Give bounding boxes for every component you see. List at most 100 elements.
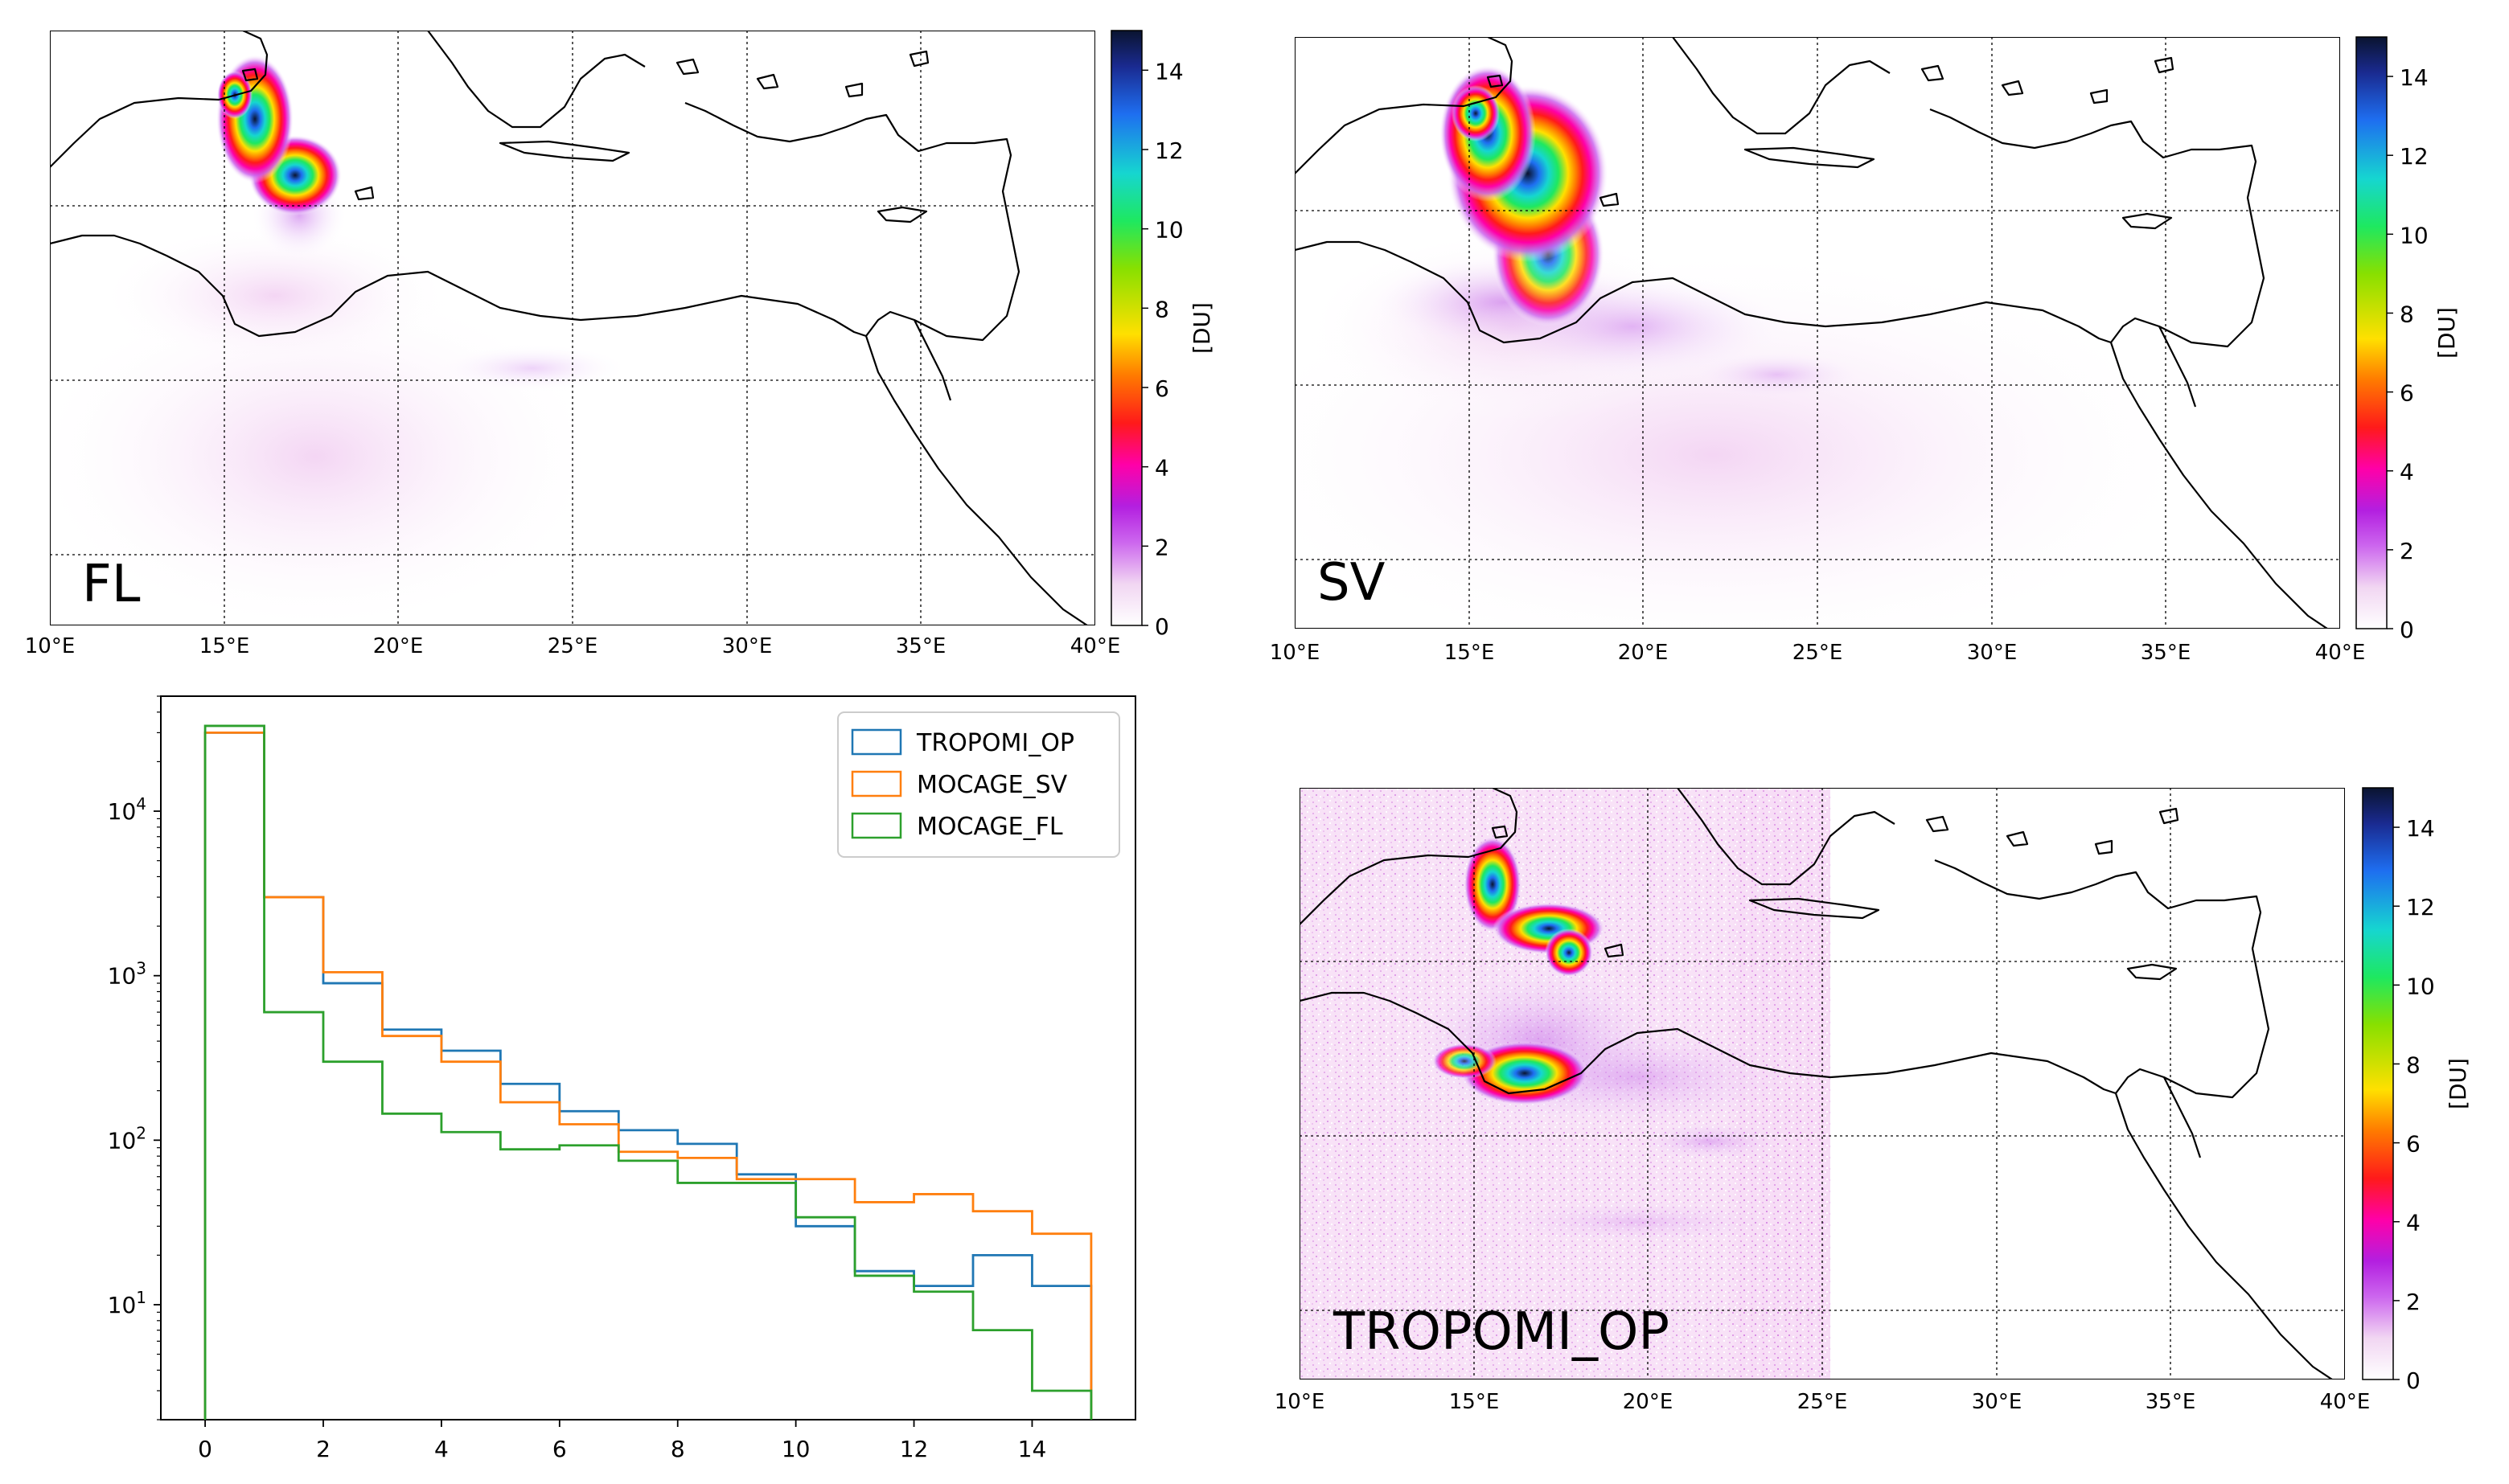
legend-swatch (851, 770, 902, 797)
map-plot-area-fl (50, 31, 1095, 625)
colorbar-tick-label: 8 (1155, 296, 1169, 322)
x-tick-label: 20°E (1623, 1390, 1673, 1414)
legend-label: MOCAGE_FL (917, 813, 1063, 841)
panel-label-sv: SV (1317, 553, 1386, 613)
x-tick-label: 40°E (1070, 634, 1121, 658)
map-panel-tropomi-op: TROPOMI_OP 10°E 15°E 20°E 25°E 30°E 35°E… (1275, 787, 2471, 1414)
colorbar-tick-label: 2 (1155, 534, 1169, 560)
x-tick-label: 40°E (2315, 641, 2366, 665)
colorbar-tick-label: 14 (2406, 815, 2435, 842)
x-tick-label: 10°E (25, 634, 76, 658)
legend-label: TROPOMI_OP (916, 729, 1074, 757)
map-plot-area-sv (1295, 37, 2340, 629)
x-tick-label: 35°E (2146, 1390, 2196, 1414)
x-tick-label: 14 (1018, 1436, 1047, 1462)
x-tick-label: 10 (782, 1436, 811, 1462)
colorbar-label: [DU] (2445, 1058, 2471, 1109)
colorbar-gradient (2362, 787, 2394, 1380)
x-tick-label: 25°E (1792, 641, 1843, 665)
colorbar-tropomi-op: 0 2 4 6 8 10 12 14 [DU] (2362, 787, 2471, 1394)
colorbar-tick-label: 2 (2400, 538, 2414, 564)
plume-tropomi-1 (1464, 836, 1521, 933)
colorbar-tick-label: 4 (2400, 459, 2414, 486)
x-tick-label: 30°E (722, 634, 773, 658)
colorbar-tick-label: 8 (2406, 1052, 2421, 1078)
colorbar-tick-label: 0 (2400, 617, 2414, 643)
x-tick-label: 10°E (1275, 1390, 1325, 1414)
map-panel-sv: SV 10°E 15°E 20°E 25°E 30°E 35°E 40°E 0 2… (1270, 36, 2460, 665)
colorbar-ticks: 0 2 4 6 8 10 12 14 (1142, 58, 1184, 640)
histogram-x-ticks: 0 2 4 6 8 10 12 14 (198, 1420, 1046, 1462)
legend: TROPOMI_OP MOCAGE_SV MOCAGE_FL (837, 711, 1120, 858)
x-tick-label: 35°E (896, 634, 947, 658)
legend-entry-tropomi-op: TROPOMI_OP (851, 728, 1074, 757)
colorbar-ticks: 0 2 4 6 8 10 12 14 (2387, 64, 2429, 643)
panel-label-fl: FL (82, 555, 141, 614)
legend-swatch (851, 728, 902, 756)
x-tick-label: 20°E (1618, 641, 1669, 665)
colorbar-tick-label: 6 (2400, 380, 2414, 407)
colorbar-tick-label: 12 (2406, 894, 2435, 920)
x-tick-label: 0 (198, 1436, 212, 1462)
graticule-fl (50, 31, 1095, 625)
x-tick-label: 20°E (373, 634, 424, 658)
x-tick-label: 30°E (1972, 1390, 2022, 1414)
colorbar-tick-label: 0 (1155, 613, 1169, 640)
colorbar-tick-label: 12 (2400, 143, 2429, 170)
colorbar-sv: 0 2 4 6 8 10 12 14 [DU] (2355, 36, 2460, 643)
colorbar-label: [DU] (2433, 307, 2460, 359)
colorbar-tick-label: 4 (1155, 455, 1169, 482)
y-tick-label: 101 (108, 1288, 146, 1318)
legend-entry-mocage-fl: MOCAGE_FL (851, 812, 1063, 841)
colorbar-gradient (2355, 36, 2388, 629)
x-tick-labels-fl: 10°E 15°E 20°E 25°E 30°E 35°E 40°E (25, 634, 1121, 658)
legend-label: MOCAGE_SV (917, 771, 1068, 799)
x-tick-label: 35°E (2141, 641, 2191, 665)
x-tick-label: 6 (552, 1436, 567, 1462)
colorbar-ticks: 0 2 4 6 8 10 12 14 (2393, 815, 2435, 1394)
colorbar-tick-label: 10 (1155, 217, 1184, 244)
x-tick-label: 30°E (1967, 641, 2018, 665)
colorbar-tick-label: 14 (1155, 58, 1184, 84)
x-tick-labels-sv: 10°E 15°E 20°E 25°E 30°E 35°E 40°E (1270, 641, 2366, 665)
y-tick-label: 103 (108, 959, 146, 990)
y-tick-label: 102 (108, 1123, 146, 1154)
histogram-series (203, 724, 1093, 1420)
x-tick-label: 15°E (199, 634, 250, 658)
histogram-panel: 0 2 4 6 8 10 12 14 101 102 103 104 TROPOMI_OP MOCA… (108, 695, 1136, 1462)
colorbar-tick-label: 6 (1155, 375, 1169, 402)
x-tick-labels-tropomi-op: 10°E 15°E 20°E 25°E 30°E 35°E 40°E (1275, 1390, 2371, 1414)
colorbar-fl: 0 2 4 6 8 10 12 14 [DU] (1111, 30, 1215, 640)
histogram-step-mocage-fl (203, 724, 1093, 1420)
colorbar-tick-label: 2 (2406, 1289, 2421, 1315)
x-tick-label: 25°E (548, 634, 598, 658)
x-tick-label: 15°E (1449, 1390, 1500, 1414)
panel-label-tropomi-op: TROPOMI_OP (1333, 1302, 1669, 1362)
colorbar-tick-label: 4 (2406, 1210, 2421, 1236)
histogram-y-ticks: 101 102 103 104 (108, 695, 161, 1420)
colorbar-label: [DU] (1189, 302, 1215, 354)
x-tick-label: 25°E (1797, 1390, 1848, 1414)
x-tick-label: 12 (900, 1436, 929, 1462)
colorbar-tick-label: 14 (2400, 64, 2429, 91)
x-tick-label: 15°E (1444, 641, 1495, 665)
map-panel-fl: FL 10°E 15°E 20°E 25°E 30°E 35°E 40°E 0 2… (25, 30, 1215, 658)
x-tick-label: 40°E (2320, 1390, 2371, 1414)
x-tick-label: 4 (434, 1436, 449, 1462)
legend-entry-mocage-sv: MOCAGE_SV (851, 770, 1068, 799)
colorbar-gradient (1111, 30, 1143, 626)
colorbar-tick-label: 12 (1155, 137, 1184, 164)
colorbar-tick-label: 6 (2406, 1131, 2421, 1158)
histogram-step-tropomi-op (203, 731, 1093, 1420)
legend-box (837, 711, 1120, 858)
x-tick-label: 8 (671, 1436, 685, 1462)
map-plot-area-tropomi-op (1300, 788, 2345, 1379)
legend-swatch (851, 812, 902, 839)
colorbar-tick-label: 8 (2400, 301, 2414, 327)
colorbar-tick-label: 10 (2400, 222, 2429, 248)
x-tick-label: 10°E (1270, 641, 1320, 665)
y-tick-label: 104 (108, 794, 146, 825)
colorbar-tick-label: 0 (2406, 1367, 2421, 1394)
colorbar-tick-label: 10 (2406, 973, 2435, 999)
